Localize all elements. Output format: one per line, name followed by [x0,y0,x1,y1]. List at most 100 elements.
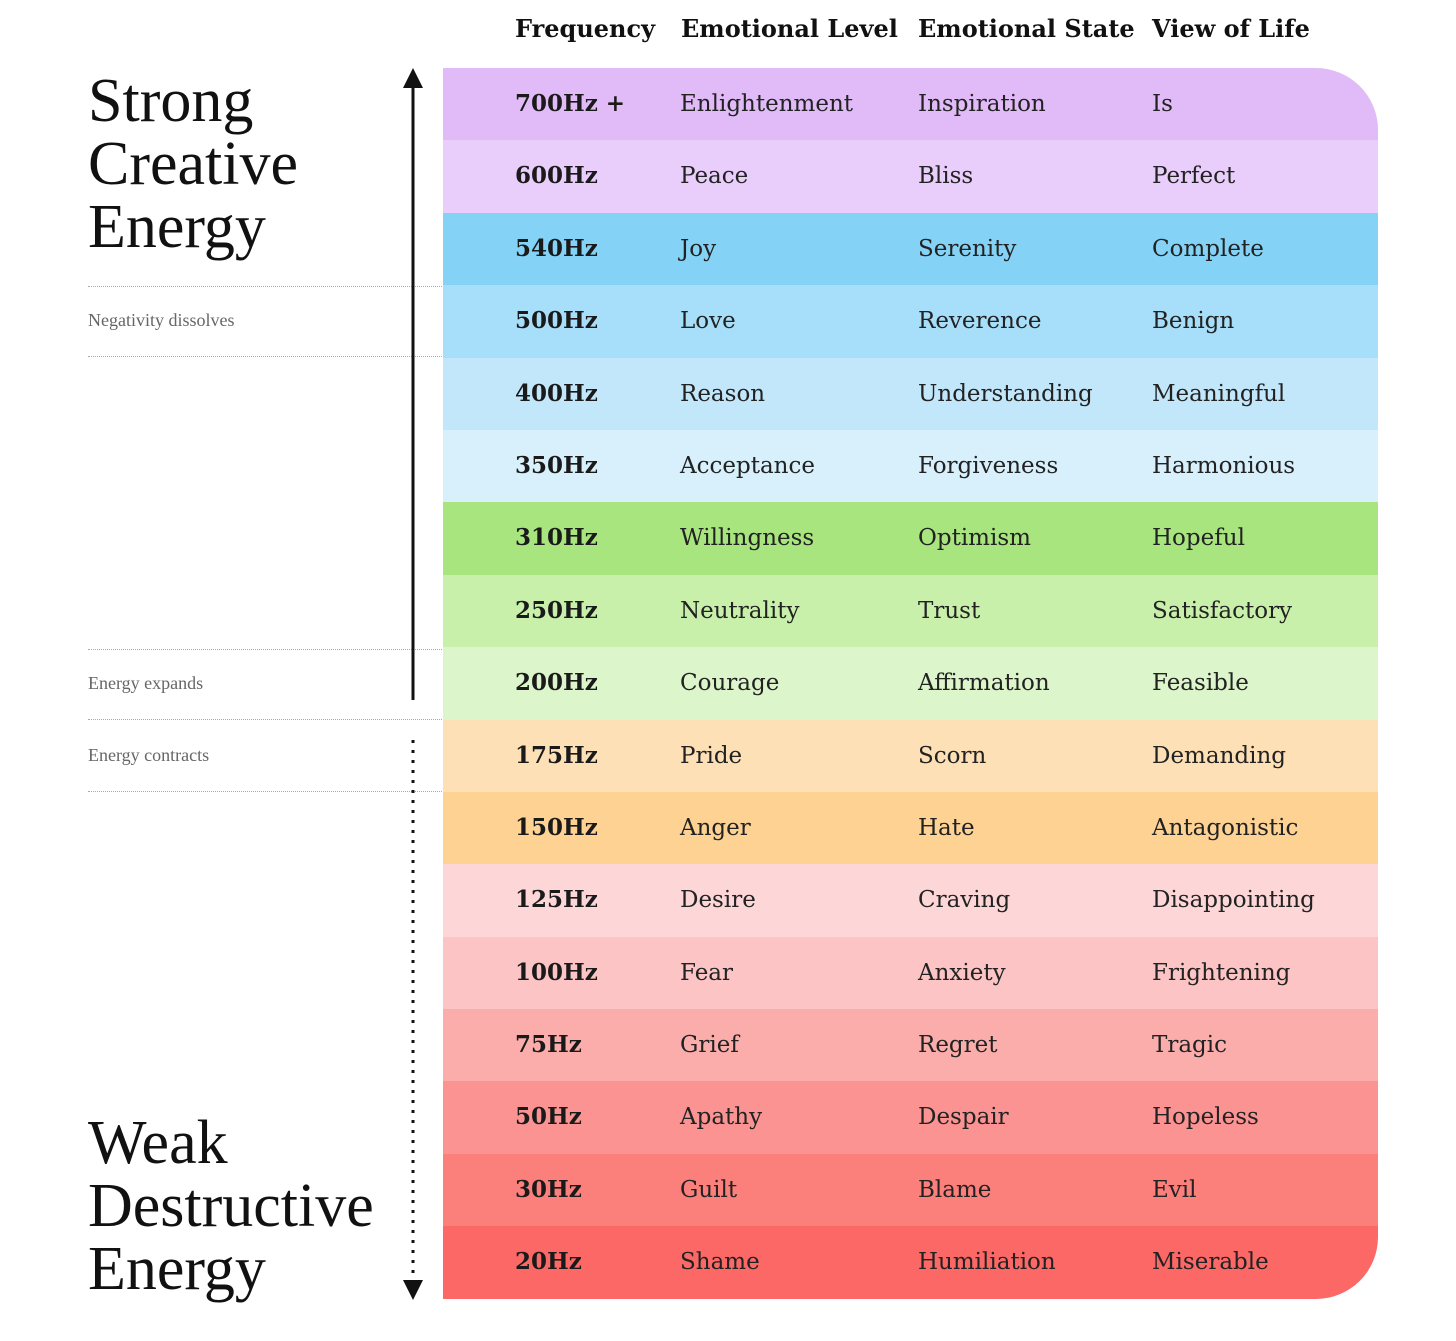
emotional-level-cell: Apathy [680,1104,763,1131]
header-emotional-level: Emotional Level [681,14,898,43]
emotional-state-cell: Forgiveness [918,452,1059,479]
energy-expands-note: Energy expands [88,673,204,693]
header-view-of-life: View of Life [1152,14,1310,43]
table-header: Frequency Emotional Level Emotional Stat… [0,14,1456,54]
frequency-table: 700Hz + Enlightenment Inspiration Is 600Hz Pe… [443,68,1378,1299]
frequency-cell: 30Hz [515,1175,582,1203]
frequency-cell: 350Hz [515,451,598,479]
divider [88,286,442,287]
view-of-life-cell: Benign [1152,308,1235,335]
view-of-life-cell: Harmonious [1152,452,1296,479]
emotional-state-cell: Reverence [918,308,1042,335]
table-row: 500Hz Love Reverence Benign [443,285,1378,358]
divider [88,356,442,357]
emotional-state-cell: Hate [918,814,975,841]
frequency-cell: 200Hz [515,669,598,697]
header-emotional-state: Emotional State [918,14,1135,43]
energy-contracts-note: Energy contracts [88,745,210,765]
table-row: 700Hz + Enlightenment Inspiration Is [443,68,1378,141]
strong-title-line: Energy [88,193,266,261]
weak-title-line: Energy [88,1235,266,1303]
frequency-cell: 100Hz [515,958,598,986]
view-of-life-cell: Hopeless [1152,1104,1259,1131]
emotional-level-cell: Acceptance [680,452,815,479]
emotional-state-cell: Scorn [918,742,987,769]
emotional-level-cell: Peace [680,163,749,190]
emotional-state-cell: Anxiety [918,959,1006,986]
frequency-cell: 250Hz [515,596,598,624]
emotional-state-cell: Understanding [918,380,1093,407]
emotional-state-cell: Bliss [918,163,974,190]
emotional-level-cell: Willingness [680,525,815,552]
table-row: 20Hz Shame Humiliation Miserable [443,1226,1378,1299]
emotional-level-cell: Fear [680,959,734,986]
emotional-state-cell: Optimism [918,525,1031,552]
emotional-state-cell: Despair [918,1104,1009,1131]
view-of-life-cell: Frightening [1152,959,1291,986]
emotional-state-cell: Blame [918,1176,992,1203]
divider [88,649,442,650]
frequency-cell: 20Hz [515,1248,582,1276]
table-row: 30Hz Guilt Blame Evil [443,1153,1378,1227]
emotional-state-cell: Trust [918,597,981,624]
view-of-life-cell: Evil [1152,1176,1197,1203]
emotional-level-cell: Grief [680,1032,739,1059]
view-of-life-cell: Disappointing [1152,887,1315,914]
frequency-cell: 150Hz [515,813,598,841]
view-of-life-cell: Feasible [1152,670,1249,697]
emotional-level-cell: Shame [680,1249,760,1276]
emotional-level-cell: Guilt [680,1176,738,1203]
weak-destructive-energy-title: Weak Destructive Energy [88,1112,374,1301]
frequency-cell: 50Hz [515,1103,582,1131]
frequency-cell: 310Hz [515,524,598,552]
table-row: 310Hz Willingness Optimism Hopeful [443,502,1378,575]
emotional-level-cell: Courage [680,670,780,697]
emotional-state-cell: Craving [918,887,1011,914]
table-row: 350Hz Acceptance Forgiveness Harmonious [443,429,1378,503]
emotional-state-cell: Serenity [918,235,1017,262]
divider [88,719,442,720]
emotional-level-cell: Desire [680,887,756,914]
weak-title-line: Weak [88,1109,228,1177]
table-row: 540Hz Joy Serenity Complete [443,212,1378,286]
frequency-cell: 700Hz + [515,90,626,117]
table-row: 250Hz Neutrality Trust Satisfactory [443,574,1378,648]
frequency-cell: 400Hz [515,379,598,407]
emotional-state-cell: Regret [918,1032,998,1059]
view-of-life-cell: Miserable [1152,1249,1269,1276]
table-row: 100Hz Fear Anxiety Frightening [443,936,1378,1010]
emotional-state-cell: Affirmation [918,670,1050,697]
frequency-cell: 540Hz [515,234,598,262]
table-row: 75Hz Grief Regret Tragic [443,1009,1378,1082]
frequency-cell: 600Hz [515,162,598,190]
emotional-level-cell: Pride [680,742,743,769]
emotional-level-cell: Love [680,308,736,335]
emotional-level-cell: Enlightenment [680,91,853,117]
view-of-life-cell: Meaningful [1152,380,1286,407]
table-row: 125Hz Desire Craving Disappointing [443,864,1378,937]
view-of-life-cell: Antagonistic [1152,814,1299,841]
negativity-dissolves-note: Negativity dissolves [88,310,235,330]
header-frequency: Frequency [515,14,656,43]
emotional-level-cell: Reason [680,380,766,407]
emotional-level-cell: Neutrality [680,597,800,624]
view-of-life-cell: Complete [1152,235,1264,262]
strong-title-line: Creative [88,130,299,198]
frequency-cell: 500Hz [515,307,598,335]
view-of-life-cell: Demanding [1152,742,1287,769]
table-row: 175Hz Pride Scorn Demanding [443,719,1378,792]
arrow-up-icon [403,68,423,88]
view-of-life-cell: Is [1152,91,1173,117]
table-row: 50Hz Apathy Despair Hopeless [443,1081,1378,1154]
strong-creative-energy-title: Strong Creative Energy [88,70,298,259]
view-of-life-cell: Perfect [1152,163,1236,190]
view-of-life-cell: Tragic [1152,1032,1228,1059]
view-of-life-cell: Hopeful [1152,525,1245,552]
emotional-level-cell: Joy [680,235,717,262]
table-row: 600Hz Peace Bliss Perfect [443,140,1378,213]
emotional-level-cell: Anger [680,814,751,841]
weak-title-line: Destructive [88,1172,374,1240]
view-of-life-cell: Satisfactory [1152,597,1293,624]
arrow-down-icon [403,1280,423,1300]
